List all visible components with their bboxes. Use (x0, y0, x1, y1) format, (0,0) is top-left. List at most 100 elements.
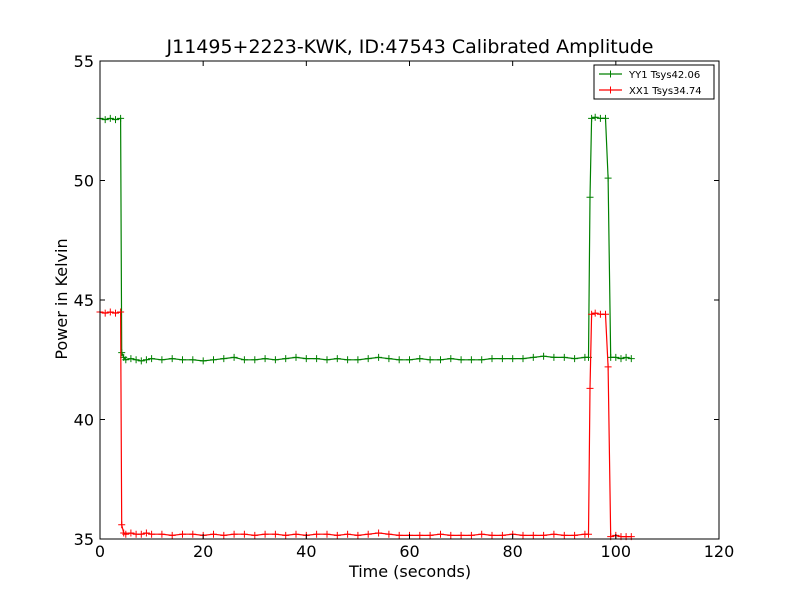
data-point (323, 530, 331, 538)
data-point (364, 355, 372, 363)
legend: YY1 Tsys42.06 XX1 Tsys34.74 (593, 64, 715, 100)
data-point (168, 355, 176, 363)
data-point (604, 174, 612, 182)
data-point (261, 530, 269, 538)
data-point (586, 384, 594, 392)
data-point (375, 353, 383, 361)
data-point (158, 356, 166, 364)
data-point (498, 355, 506, 363)
data-point (602, 310, 609, 318)
data-point (478, 530, 486, 538)
data-point (106, 114, 114, 122)
series-2 (96, 308, 635, 541)
y-axis: 35 40 45 50 55 (74, 52, 719, 549)
legend-label: XX1 Tsys34.74 (629, 86, 702, 97)
data-point (529, 353, 537, 361)
data-point (127, 529, 135, 537)
x-tick-label: 80 (502, 542, 522, 561)
data-point (591, 309, 599, 317)
data-point (220, 531, 228, 539)
data-point (148, 355, 156, 363)
data-point (117, 308, 125, 316)
data-point (602, 114, 609, 122)
data-point (437, 356, 444, 364)
data-point (118, 521, 126, 529)
legend-label: YY1 Tsys42.06 (628, 70, 700, 81)
data-point (230, 353, 238, 361)
x-tick-label: 120 (704, 542, 735, 561)
data-point (416, 355, 424, 363)
data-point (622, 353, 630, 361)
data-point (179, 356, 186, 364)
data-point (612, 353, 620, 361)
data-point (604, 363, 612, 371)
data-point (199, 357, 207, 365)
data-point (333, 355, 341, 363)
legend-item: YY1 Tsys42.06 (599, 70, 700, 81)
data-point (292, 353, 300, 361)
data-point (560, 531, 568, 539)
data-point (189, 356, 197, 364)
x-tick-label: 100 (601, 542, 632, 561)
data-point (344, 356, 352, 364)
data-point (137, 357, 145, 365)
data-point (447, 531, 455, 539)
data-point (106, 308, 114, 316)
data-point (519, 531, 527, 539)
data-point (210, 530, 217, 538)
data-point (179, 530, 186, 538)
data-point (585, 530, 592, 538)
data-point (189, 530, 197, 538)
chart-title: J11495+2223-KWK, ID:47543 Calibrated Amp… (166, 36, 654, 58)
data-point (375, 529, 383, 537)
data-point (354, 356, 362, 364)
data-point (364, 530, 372, 538)
data-point (118, 349, 126, 357)
data-point (132, 356, 140, 364)
data-point (261, 355, 269, 363)
y-tick-label: 55 (74, 52, 94, 71)
data-point (467, 356, 475, 364)
data-point (385, 530, 393, 538)
data-point (230, 530, 238, 538)
data-point (385, 355, 393, 363)
data-point (333, 531, 341, 539)
data-point (122, 530, 130, 538)
data-point (251, 356, 259, 364)
data-point (550, 530, 558, 538)
data-point (426, 531, 434, 539)
data-point (416, 531, 424, 539)
data-point (122, 356, 130, 364)
data-point (112, 116, 119, 124)
data-point (617, 355, 625, 363)
data-point (467, 531, 475, 539)
data-point (426, 356, 434, 364)
data-point (529, 531, 537, 539)
data-point (457, 356, 465, 364)
data-point (395, 531, 403, 539)
data-point (302, 355, 310, 363)
data-point (168, 531, 176, 539)
data-point (271, 530, 279, 538)
data-point (240, 356, 248, 364)
data-point (498, 531, 506, 539)
series-1 (96, 113, 635, 365)
y-tick-label: 40 (74, 411, 94, 430)
data-point (395, 356, 403, 364)
data-point (251, 531, 259, 539)
data-point (488, 355, 496, 363)
data-point (447, 355, 455, 363)
data-point (437, 530, 444, 538)
data-point (488, 531, 496, 539)
data-point (220, 355, 228, 363)
data-point (292, 530, 300, 538)
data-point (571, 531, 579, 539)
data-point (240, 530, 248, 538)
data-point (271, 356, 279, 364)
data-point (588, 114, 596, 122)
data-point (137, 530, 145, 538)
x-tick-label: 40 (296, 542, 316, 561)
data-point (117, 114, 125, 122)
data-point (571, 355, 579, 363)
